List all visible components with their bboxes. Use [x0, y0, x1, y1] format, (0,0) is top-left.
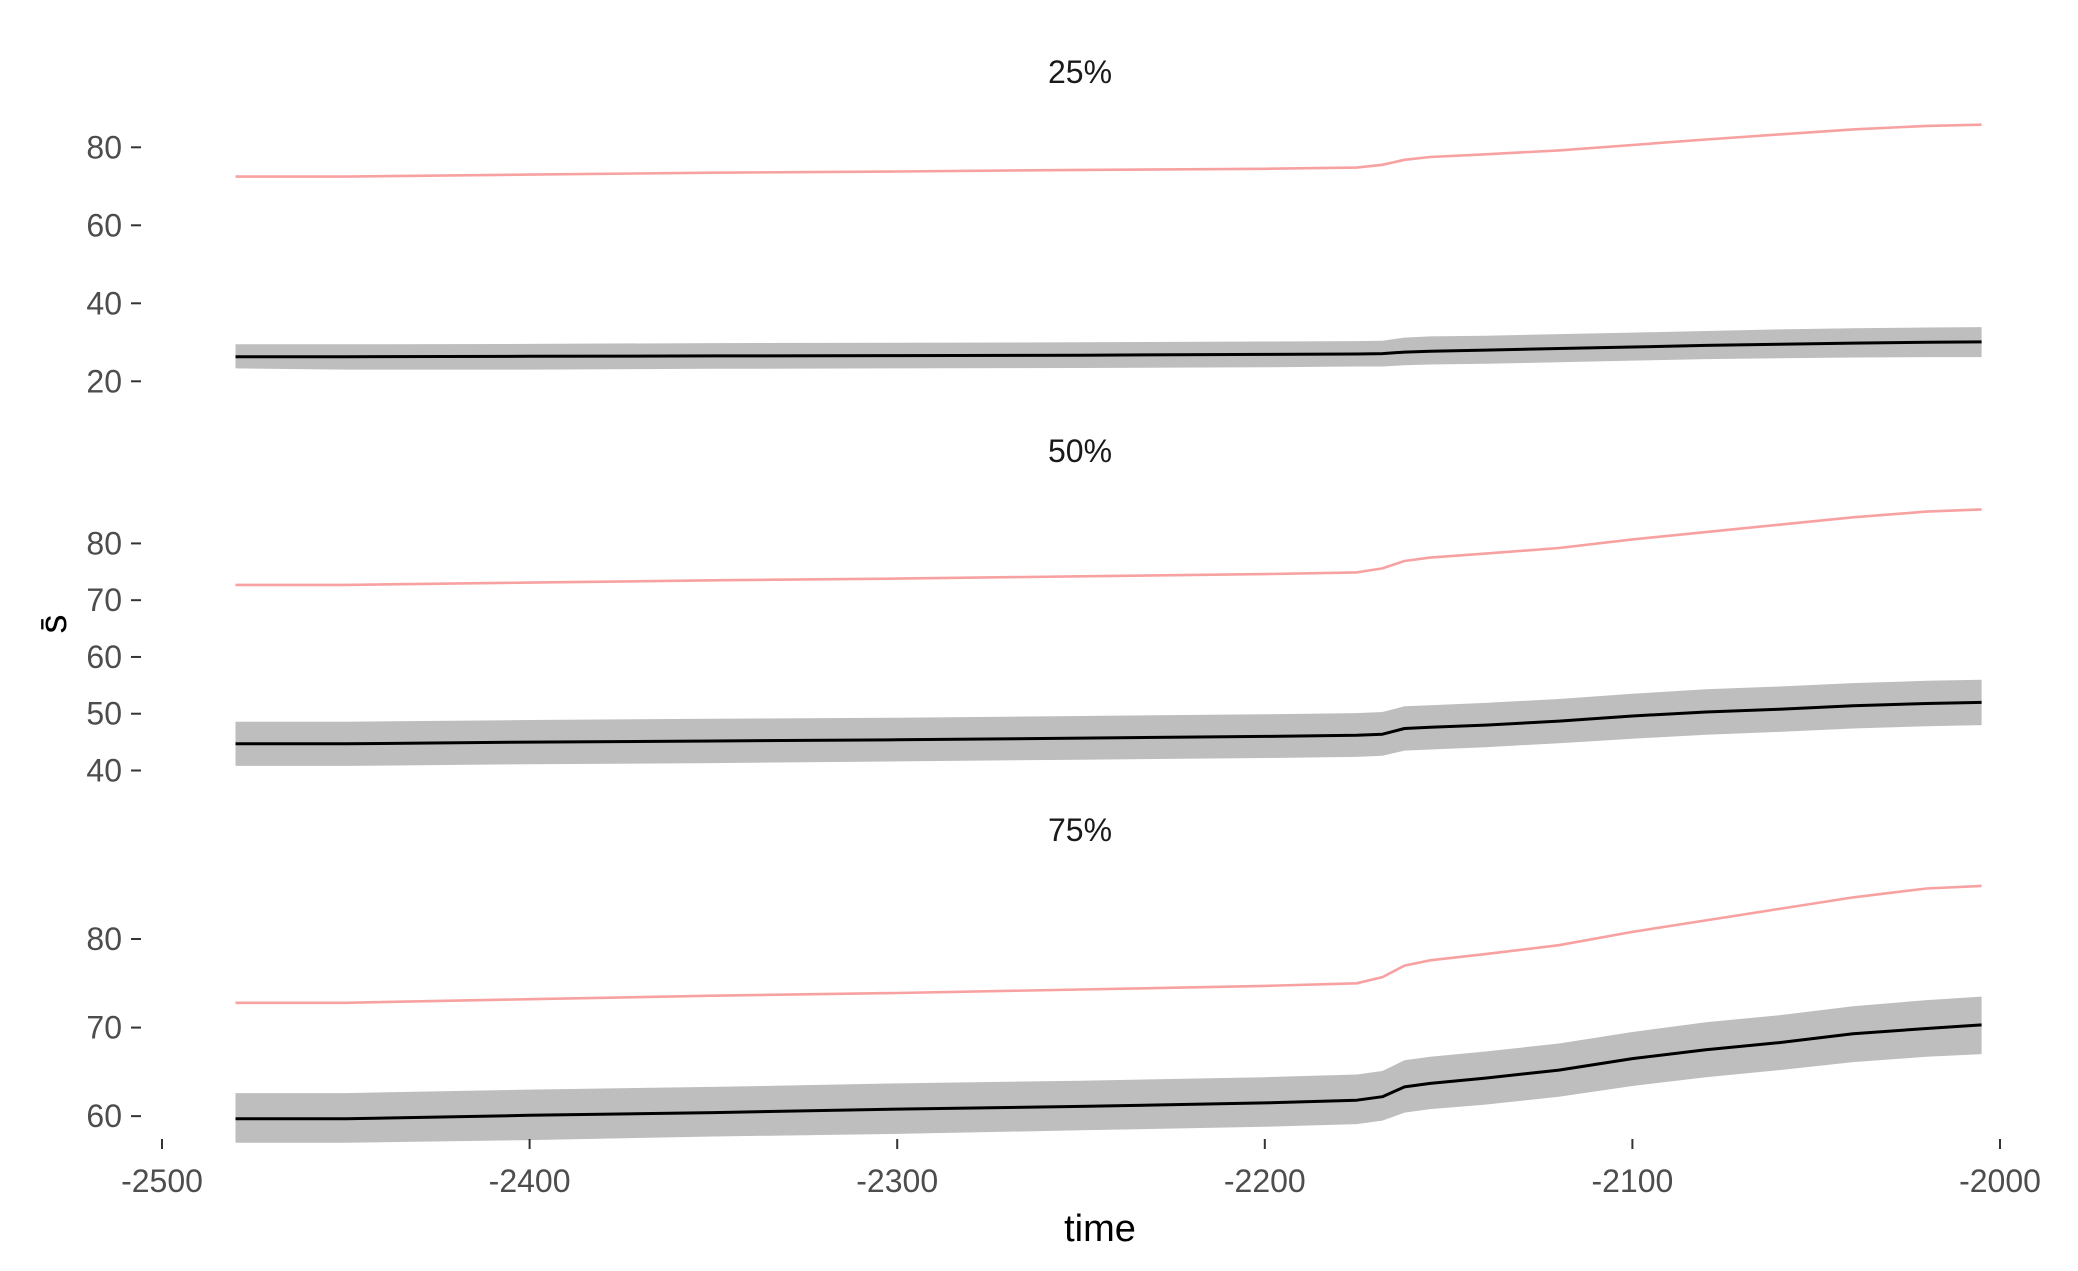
y-tick-label: 60 [86, 639, 122, 675]
panel-2: 50% 40 50 60 70 80 [86, 433, 1982, 788]
x-axis-title: time [1064, 1208, 1136, 1250]
y-tick-label: 50 [86, 696, 122, 732]
y-axis-2: 40 50 60 70 80 [86, 525, 141, 788]
upper-line [235, 508, 1982, 587]
confidence-band [235, 679, 1982, 766]
x-axis-ticks: -2500 -2400 -2300 -2200 -2100 -2000 [121, 1139, 2041, 1199]
x-tick-label: -2300 [856, 1163, 938, 1199]
x-tick-label: -2400 [489, 1163, 571, 1199]
confidence-band [235, 996, 1982, 1143]
panels: 25% 20 40 60 80 50% 40 50 60 70 80 75% 60 70 80 [86, 54, 1982, 1143]
panel-3: 75% 60 70 80 [86, 812, 1982, 1143]
x-tick-label: -2000 [1959, 1163, 2041, 1199]
y-tick-label: 60 [86, 207, 122, 243]
upper-line [235, 123, 1982, 178]
x-axis: -2500 -2400 -2300 -2200 -2100 -2000 [121, 1139, 2041, 1199]
x-tick-label: -2500 [121, 1163, 203, 1199]
y-tick-label: 40 [86, 752, 122, 788]
y-tick-label: 70 [86, 582, 122, 618]
panel-title: 25% [1048, 54, 1112, 90]
upper-line [235, 884, 1982, 1005]
mean-line [235, 1023, 1982, 1121]
y-tick-label: 40 [86, 285, 122, 321]
confidence-band [235, 327, 1982, 370]
y-tick-label: 80 [86, 129, 122, 165]
y-axis-title: s̄ [33, 615, 75, 634]
y-tick-label: 80 [86, 921, 122, 957]
x-tick-label: -2200 [1224, 1163, 1306, 1199]
y-axis-3: 60 70 80 [86, 921, 141, 1134]
mean-line [235, 340, 1982, 359]
y-tick-label: 60 [86, 1098, 122, 1134]
x-tick-label: -2100 [1591, 1163, 1673, 1199]
y-axis-1: 20 40 60 80 [86, 129, 141, 399]
y-tick-label: 70 [86, 1010, 122, 1046]
panel-title: 50% [1048, 433, 1112, 469]
mean-line [235, 700, 1982, 746]
panel-1: 25% 20 40 60 80 [86, 54, 1982, 399]
panel-title: 75% [1048, 812, 1112, 848]
y-tick-label: 20 [86, 363, 122, 399]
y-tick-label: 80 [86, 525, 122, 561]
